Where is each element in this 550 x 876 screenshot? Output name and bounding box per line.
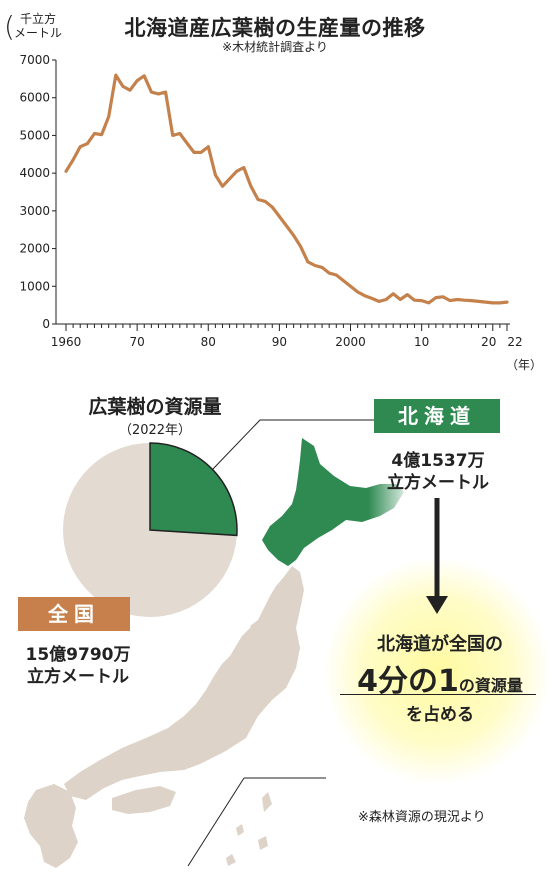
message-line3: を占める xyxy=(406,705,474,725)
map-honshu xyxy=(64,566,304,800)
y-tick-label: 5000 xyxy=(19,128,50,142)
x-tick-label: 10 xyxy=(414,335,429,349)
hokkaido-badge: 北海道 xyxy=(374,399,500,433)
zenkoku-value: 15億9790万 xyxy=(25,645,131,665)
message-line1: 北海道が全国の xyxy=(377,634,503,655)
map-island-b xyxy=(258,836,268,850)
arrow-head xyxy=(426,596,448,614)
pie-year: （2022年） xyxy=(118,423,192,438)
y-axis-unit: 千立方 メートル xyxy=(14,12,62,40)
pie-chart xyxy=(62,442,238,618)
map-noto xyxy=(222,654,240,672)
x-tick-label: 22 xyxy=(507,335,522,349)
y-tick-label: 1000 xyxy=(19,279,50,293)
pie-slice-hokkaido xyxy=(149,442,238,537)
message-emphasis: 4分の1 xyxy=(357,664,459,699)
x-tick-label: 1960 xyxy=(51,335,82,349)
unit-bracket: ( xyxy=(4,10,15,43)
line-chart: 0 1000 2000 3000 4000 5000 6000 7000 1960 70 80 90 2… xyxy=(19,53,522,349)
map-kyushu xyxy=(24,784,78,868)
y-tick-label: 0 xyxy=(42,317,50,331)
y-tick-label: 2000 xyxy=(19,242,50,256)
x-tick-label: 90 xyxy=(272,335,287,349)
map-island-a xyxy=(236,824,244,836)
map-sado xyxy=(250,620,262,634)
series-line-production xyxy=(64,73,509,305)
x-tick-label: 20 xyxy=(481,335,496,349)
y-axis-unit-line2: メートル xyxy=(14,26,63,40)
y-tick-label: 4000 xyxy=(19,166,50,180)
zenkoku-badge: 全国 xyxy=(18,597,130,631)
hokkaido-value-unit: 立方メートル xyxy=(387,473,489,493)
leader-line xyxy=(211,419,374,471)
y-tick-label: 3000 xyxy=(19,204,50,218)
x-tick-label: 80 xyxy=(201,335,216,349)
message-suffix: の資源量 xyxy=(458,676,523,695)
map-source-note: ※森林資源の現況より xyxy=(358,810,486,825)
map-island-c xyxy=(226,854,236,866)
chart-source-note: ※木材統計調査より xyxy=(222,40,328,54)
y-tick-label: 7000 xyxy=(19,53,50,67)
hokkaido-value: 4億1537万 xyxy=(391,451,485,471)
message-underline xyxy=(340,694,536,695)
message-line2: 4分の1の資源量 xyxy=(330,656,550,700)
x-tick-label: 2000 xyxy=(335,335,366,349)
pie-title: 広葉樹の資源量 xyxy=(88,396,222,418)
x-tick-label: 70 xyxy=(129,335,144,349)
japan-map xyxy=(24,566,304,868)
y-axis-unit-line1: 千立方 xyxy=(20,12,57,26)
map-shikoku xyxy=(112,786,176,814)
map-okinawa xyxy=(262,792,272,812)
inset-line-diagonal xyxy=(187,777,245,867)
x-axis-unit: （年） xyxy=(506,358,543,372)
map-hokkaido xyxy=(262,438,404,566)
chart-title: 北海道産広葉樹の生産量の推移 xyxy=(124,16,426,40)
zenkoku-value-unit: 立方メートル xyxy=(27,667,129,687)
y-tick-label: 6000 xyxy=(19,91,50,105)
